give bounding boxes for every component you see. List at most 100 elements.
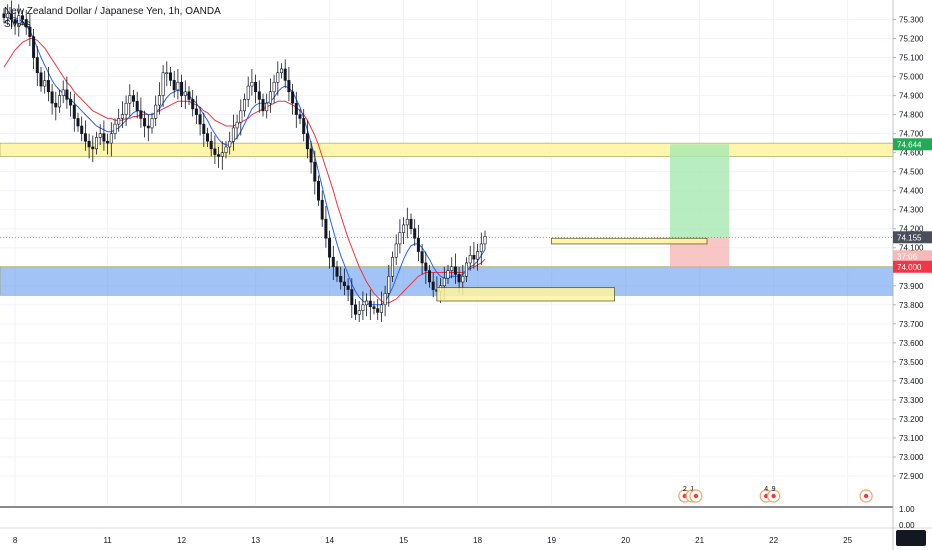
candle-body xyxy=(113,123,117,134)
candle xyxy=(342,268,346,296)
x-tick-label: 11 xyxy=(103,536,112,545)
candle xyxy=(335,261,339,282)
candle-body xyxy=(442,277,446,287)
candle xyxy=(98,124,102,146)
tradingview-logo[interactable] xyxy=(896,530,926,546)
candle xyxy=(91,135,95,163)
candle xyxy=(217,146,221,168)
candle-body xyxy=(198,114,202,125)
candle-body xyxy=(394,243,398,258)
y-tick-label: 74.600 xyxy=(899,149,924,158)
candle xyxy=(276,61,280,96)
candle xyxy=(95,131,99,155)
candle-body xyxy=(32,36,36,58)
y-tick-label: 73.600 xyxy=(899,339,924,348)
candle-body xyxy=(50,91,54,104)
candle-body xyxy=(265,102,269,112)
pattern-box xyxy=(551,237,708,245)
pattern-box xyxy=(436,287,615,302)
candle-body xyxy=(324,218,328,239)
candle-body xyxy=(398,232,402,245)
target-price-tag-bg xyxy=(893,138,932,151)
candle-body xyxy=(479,243,483,252)
candle xyxy=(65,76,69,109)
candle xyxy=(194,95,198,125)
x-tick-label: 21 xyxy=(695,536,704,545)
candle xyxy=(124,95,128,127)
event-marker xyxy=(689,489,703,503)
y-tick-label: 73.500 xyxy=(899,358,924,367)
candle-body xyxy=(109,133,113,144)
candle xyxy=(450,257,454,279)
candle-body xyxy=(335,266,339,277)
sma-slow-line xyxy=(3,38,486,304)
candle xyxy=(139,97,143,128)
candle xyxy=(250,68,254,96)
candle-body xyxy=(83,133,87,142)
candle-body xyxy=(305,133,309,150)
time-axis: 8 11 12 13 14 15 18 19 20 21 22 25 xyxy=(13,536,853,545)
candle xyxy=(361,291,365,321)
candle-body xyxy=(87,140,91,148)
candle-body xyxy=(172,80,176,91)
candle xyxy=(413,219,417,246)
candle xyxy=(283,59,287,88)
candle xyxy=(365,293,369,317)
candle xyxy=(287,67,291,102)
candle-body xyxy=(180,81,184,96)
candle xyxy=(309,141,313,174)
candle-body xyxy=(24,19,28,28)
candle xyxy=(302,108,306,142)
candle-body xyxy=(2,13,6,18)
candle-body xyxy=(409,218,413,230)
candle-body xyxy=(228,140,232,148)
candle-body xyxy=(217,154,221,157)
chart-legend: New Zealand Dollar / Japanese Yen, 1h, O… xyxy=(4,6,221,30)
candle xyxy=(6,4,10,26)
candle-body xyxy=(165,72,169,75)
candle-body xyxy=(346,285,350,290)
price-axis: 75.300 75.200 75.100 75.000 74.900 74.800 74.7… xyxy=(892,0,924,550)
candle xyxy=(24,10,28,35)
candle-body xyxy=(468,255,472,264)
candle-body xyxy=(254,81,258,93)
event-count: 2 xyxy=(683,486,687,493)
candle xyxy=(390,251,394,282)
candle xyxy=(146,114,150,142)
candle xyxy=(206,127,210,147)
candle xyxy=(324,205,328,248)
event-count: 9 xyxy=(772,486,776,493)
candle xyxy=(117,108,121,132)
candle xyxy=(135,91,139,119)
stop-price-tag-text: 74.000 xyxy=(897,263,922,272)
chart-title: New Zealand Dollar / Japanese Yen, 1h, O… xyxy=(4,6,221,17)
candle-body xyxy=(365,300,369,306)
candle-body xyxy=(464,262,468,277)
candle-body xyxy=(13,19,17,24)
candle xyxy=(183,80,187,109)
box-layer xyxy=(436,237,708,302)
candle xyxy=(387,264,391,307)
candle-body xyxy=(202,123,206,134)
candle xyxy=(228,131,232,155)
candle xyxy=(154,95,158,127)
candle xyxy=(376,299,380,321)
candle-body xyxy=(313,161,317,182)
candle-body xyxy=(357,310,361,315)
candle xyxy=(446,264,450,284)
candle xyxy=(120,101,124,128)
candle-body xyxy=(91,146,95,150)
candle xyxy=(2,8,6,24)
last-price-tag: 74.155 xyxy=(893,231,932,244)
candle-body xyxy=(135,100,139,112)
y-tick-label: 73.300 xyxy=(899,396,924,405)
candle xyxy=(272,74,276,104)
candle xyxy=(357,301,361,322)
candle-body xyxy=(102,133,106,142)
candle xyxy=(106,133,110,155)
candle-body xyxy=(35,57,39,74)
candle-body xyxy=(6,13,10,18)
candle-body xyxy=(387,275,391,294)
candle xyxy=(165,61,169,87)
